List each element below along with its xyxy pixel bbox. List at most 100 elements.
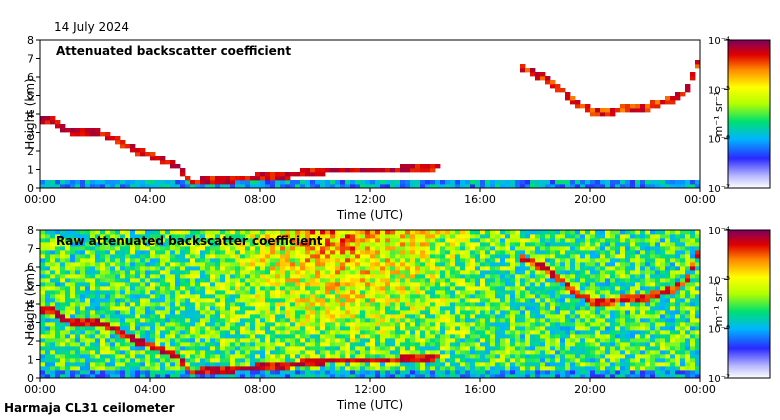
- heatmap-cell: [235, 282, 241, 287]
- heatmap-cell: [150, 370, 156, 375]
- heatmap-cell: [355, 354, 361, 359]
- heatmap-cell: [520, 270, 526, 275]
- heatmap-cell: [90, 278, 96, 283]
- heatmap-cell: [270, 314, 276, 319]
- heatmap-cell: [280, 262, 286, 267]
- heatmap-cell: [625, 302, 631, 307]
- heatmap-cell: [175, 318, 181, 323]
- heatmap-cell: [475, 266, 481, 271]
- heatmap-cell: [280, 310, 286, 315]
- heatmap-cell: [575, 290, 581, 295]
- heatmap-cell: [510, 318, 516, 323]
- heatmap-cell: [575, 250, 581, 255]
- heatmap-cell: [155, 330, 161, 335]
- heatmap-cell: [225, 306, 231, 311]
- heatmap-cell: [75, 346, 81, 351]
- heatmap-cell: [505, 326, 511, 331]
- heatmap-cell: [300, 266, 306, 271]
- heatmap-cell: [455, 246, 461, 251]
- heatmap-cell: [460, 262, 466, 267]
- heatmap-cell: [395, 234, 401, 239]
- heatmap-cell: [620, 358, 626, 363]
- heatmap-cell: [285, 338, 291, 343]
- heatmap-cell: [65, 274, 71, 279]
- heatmap-cell: [365, 258, 371, 263]
- heatmap-cell: [360, 334, 366, 339]
- heatmap-cell: [615, 266, 621, 271]
- heatmap-cell: [40, 342, 46, 347]
- heatmap-cell: [550, 374, 556, 379]
- heatmap-cell: [135, 294, 141, 299]
- colorbar: 10⁻⁷10⁻⁶10⁻⁵10⁻⁴m⁻¹ sr⁻¹: [708, 36, 771, 195]
- heatmap-cell: [600, 258, 606, 263]
- heatmap-cell: [650, 104, 656, 109]
- heatmap-cell: [255, 246, 261, 251]
- heatmap-cell: [405, 262, 411, 267]
- heatmap-cell: [380, 250, 386, 255]
- heatmap-cell: [265, 366, 271, 371]
- heatmap-cell: [145, 370, 151, 375]
- heatmap-cell: [125, 314, 131, 319]
- heatmap-cell: [475, 298, 481, 303]
- heatmap-cell: [350, 302, 356, 307]
- heatmap-cell: [120, 254, 126, 259]
- heatmap-cell: [420, 346, 426, 351]
- heatmap-cell: [310, 294, 316, 299]
- heatmap-cell: [330, 282, 336, 287]
- heatmap-cell: [325, 290, 331, 295]
- heatmap-cell: [400, 374, 406, 379]
- heatmap-cell: [50, 314, 56, 319]
- heatmap-cell: [640, 326, 646, 331]
- heatmap-cell: [390, 234, 396, 239]
- heatmap-cell: [465, 314, 471, 319]
- heatmap-cell: [190, 250, 196, 255]
- heatmap-cell: [445, 298, 451, 303]
- heatmap-cell: [565, 302, 571, 307]
- heatmap-cell: [525, 318, 531, 323]
- heatmap-cell: [40, 362, 46, 367]
- colorbar-tick-label: 10⁻⁴: [708, 36, 730, 47]
- heatmap-cell: [375, 262, 381, 267]
- heatmap-cell: [490, 282, 496, 287]
- heatmap-cell: [565, 180, 571, 185]
- heatmap-cell: [530, 242, 536, 247]
- heatmap-cell: [360, 354, 366, 359]
- heatmap-cell: [560, 330, 566, 335]
- heatmap-cell: [150, 358, 156, 363]
- heatmap-cell: [170, 330, 176, 335]
- heatmap-cell: [80, 342, 86, 347]
- heatmap-cell: [240, 318, 246, 323]
- heatmap-cell: [330, 278, 336, 283]
- heatmap-cell: [210, 246, 216, 251]
- heatmap-cell: [75, 258, 81, 263]
- heatmap-cell: [150, 242, 156, 247]
- heatmap-cell: [430, 282, 436, 287]
- heatmap-cell: [80, 254, 86, 259]
- heatmap-cell: [425, 254, 431, 259]
- heatmap-cell: [535, 180, 541, 185]
- heatmap-cell: [270, 302, 276, 307]
- heatmap-cell: [60, 338, 66, 343]
- heatmap-cell: [460, 354, 466, 359]
- heatmap-cell: [505, 310, 511, 315]
- heatmap-cell: [280, 374, 286, 379]
- heatmap-cell: [415, 306, 421, 311]
- heatmap-cell: [600, 238, 606, 243]
- heatmap-cell: [320, 322, 326, 327]
- heatmap-cell: [325, 258, 331, 263]
- heatmap-cell: [160, 156, 166, 161]
- heatmap-cell: [560, 306, 566, 311]
- heatmap-cell: [315, 366, 321, 371]
- heatmap-cell: [500, 298, 506, 303]
- heatmap-cell: [115, 322, 121, 327]
- heatmap-cell: [315, 242, 321, 247]
- heatmap-cell: [365, 354, 371, 359]
- heatmap-cell: [640, 254, 646, 259]
- heatmap-cell: [640, 286, 646, 291]
- heatmap-cell: [240, 246, 246, 251]
- heatmap-cell: [170, 246, 176, 251]
- heatmap-cell: [595, 184, 601, 189]
- heatmap-cell: [545, 322, 551, 327]
- heatmap-cell: [640, 298, 646, 303]
